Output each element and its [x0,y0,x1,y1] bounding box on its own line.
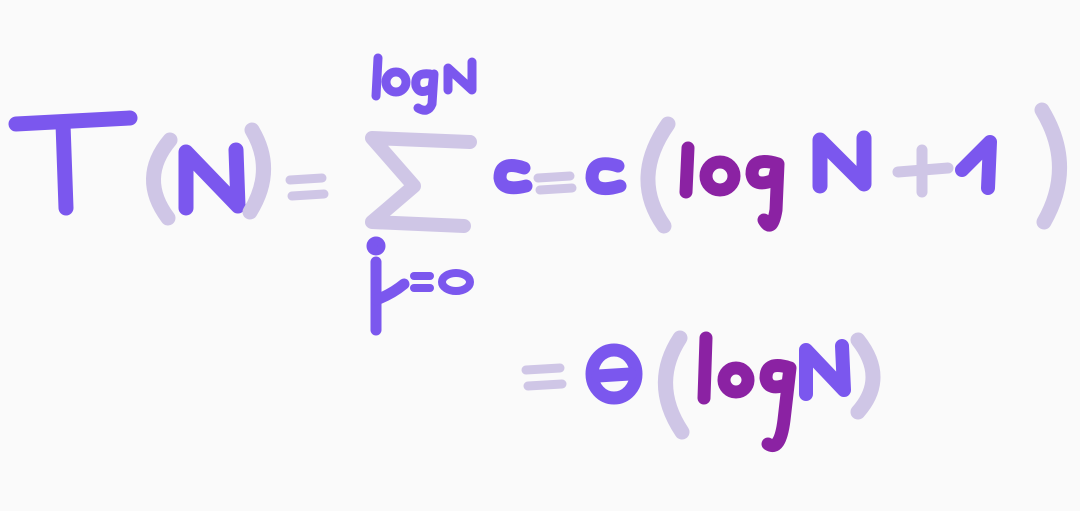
lhs-open-paren [146,132,178,226]
result-open-paren [640,116,676,234]
sum-upper-limit [371,53,477,115]
equals-sign-2 [533,171,577,195]
lhs-argument-N [178,142,246,216]
theta-symbol [585,343,643,405]
summand-c [493,159,533,195]
equals-sign-3 [521,363,567,391]
result-close-paren [1034,102,1067,230]
result-plus [892,144,954,198]
result-var-N [812,130,872,194]
summation-sigma [365,131,477,233]
result-log [679,141,785,232]
theta-close-paren [850,332,881,420]
result-coefficient-c [585,157,627,196]
sum-lower-limit-eq-zero [410,269,474,295]
result-one [955,135,997,195]
lhs-function-T [8,110,138,216]
theta-log [697,331,797,452]
theta-open-paren [658,330,690,440]
sum-lower-limit [366,236,410,336]
equals-sign-1 [285,173,329,201]
lhs-close-paren [242,122,271,220]
theta-var-N [799,339,851,401]
